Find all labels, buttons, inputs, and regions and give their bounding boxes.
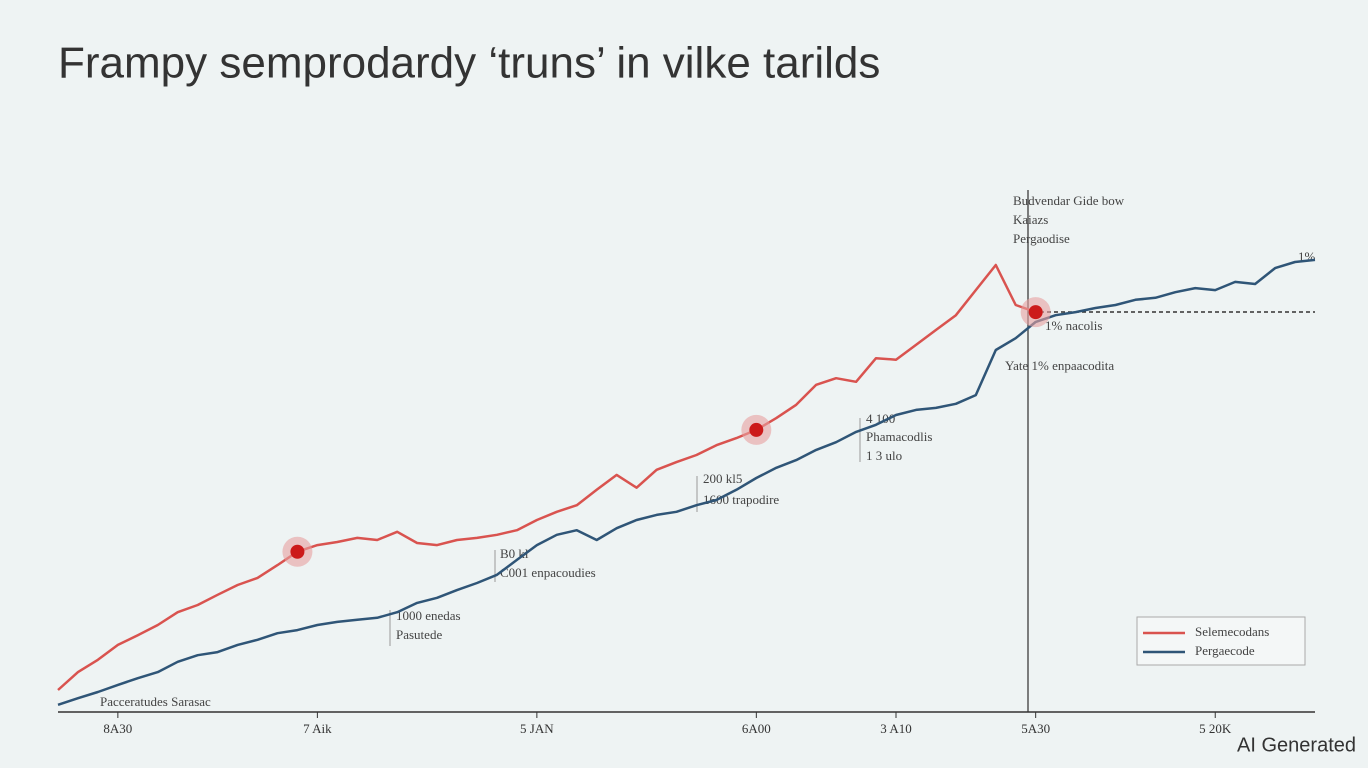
legend-label: Selemecodans [1195,624,1269,639]
annotation: Pacceratudes Sarasac [100,694,211,709]
highlight-point [1028,305,1043,320]
annotation: Pergaodise [1013,231,1070,246]
legend-box [1136,616,1306,666]
highlight-point [749,422,764,437]
x-tick-label: 5 JAN [520,721,554,736]
x-tick-label: 7 Aik [303,721,332,736]
legend-label: Pergaecode [1195,643,1255,658]
x-tick-label: 6A00 [742,721,771,736]
series-line [57,258,1316,706]
series-line [57,263,1037,691]
annotation: Phamacodlis [866,429,932,444]
annotation: 4 100 [866,411,895,426]
highlight-point [290,544,305,559]
annotation: Kaiazs [1013,212,1048,227]
annotation: 200 kl5 [703,471,742,486]
annotation: 1 3 ulo [866,448,902,463]
annotation: 1000 enedas [396,608,461,623]
annotation: 1% nacolis [1045,318,1102,333]
x-tick-label: 5A30 [1021,721,1050,736]
annotation: Pasutede [396,627,442,642]
annotation: Budvendar Gide bow [1013,193,1125,208]
x-tick-label: 8A30 [103,721,132,736]
annotation: Yate 1% enpaacodita [1005,358,1114,373]
x-tick-label: 5 20K [1199,721,1232,736]
annotation: C001 enpacoudies [500,565,596,580]
chart-title: Frampy semprodardy ‘truns’ in vilke tari… [58,39,880,88]
watermark: AI Generated [1237,734,1356,756]
x-tick-label: 3 A10 [880,721,911,736]
